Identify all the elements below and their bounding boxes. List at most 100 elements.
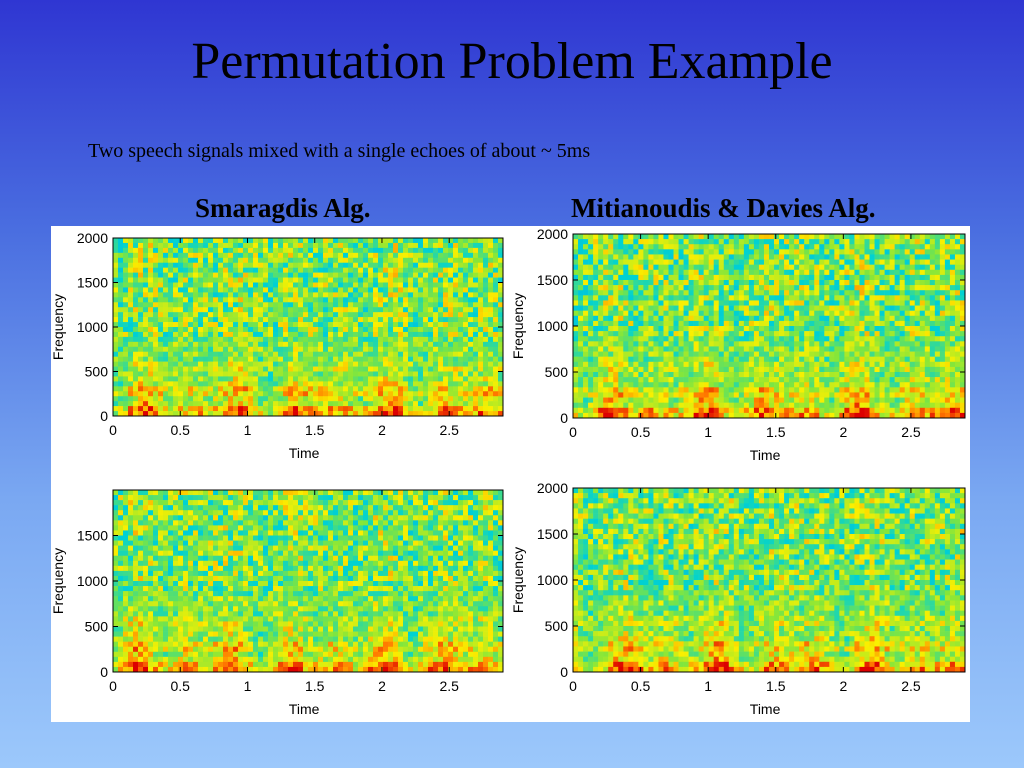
spectrogram-cell [273,341,279,348]
spectrogram-cell [673,280,679,286]
spectrogram-cell [113,257,119,264]
spectrogram-cell [829,259,835,265]
spectrogram-cell [869,234,875,240]
spectrogram-cell [198,331,204,338]
spectrogram-cell [133,327,139,333]
spectrogram-cell [378,297,384,303]
spectrogram-cell [323,376,329,382]
spectrogram-cell [378,356,384,362]
spectrogram-cell [128,361,134,367]
spectrogram-cell [203,401,209,407]
spectrogram-cell [303,257,309,264]
spectrogram-cell [723,254,730,260]
spectrogram-cell [213,302,219,308]
spectrogram-cell [433,341,439,348]
spectrogram-cell [413,361,419,367]
spectrogram-cell [638,341,644,347]
spectrogram-cell [273,322,279,328]
spectrogram-cell [879,356,885,363]
spectrogram-cell [939,249,946,255]
spectrogram-cell [824,300,830,306]
spectrogram-cell [864,315,870,322]
spectrogram-cell [929,361,936,368]
spectrogram-cell [183,317,189,323]
spectrogram-cell [884,366,890,373]
spectrogram-cell [698,315,704,322]
spectrogram-cell [488,327,494,333]
spectrogram-cell [643,264,649,271]
spectrogram-cell [168,381,174,387]
spectrogram-cell [398,331,404,338]
spectrogram-cell [608,346,614,352]
spectrogram-cell [959,356,966,363]
spectrogram-cell [483,267,489,273]
spectrogram-cell [163,411,169,417]
spectrogram-cell [874,331,880,337]
spectrogram-cell [648,346,654,352]
spectrogram-cell [318,322,324,328]
spectrogram-cell [784,244,790,250]
spectrogram-cell [288,376,294,382]
spectrogram-cell [283,396,289,402]
spectrogram-cell [598,351,604,357]
spectrogram-cell [183,247,189,254]
spectrogram-cell [864,305,870,311]
spectrogram-cell [879,239,885,245]
spectrogram-cell [653,290,659,296]
spectrogram-cell [143,366,149,372]
spectrogram-cell [623,361,629,368]
spectrogram-cell [593,336,599,342]
spectrogram-cell [348,277,354,283]
spectrogram-cell [478,282,484,288]
spectrogram-cell [944,320,951,327]
spectrogram-cell [263,376,269,382]
spectrogram-cell [648,239,654,245]
spectrogram-cell [598,372,604,378]
spectrogram-cell [593,269,599,276]
spectrogram-cell [273,361,279,367]
spectrogram-cell [473,242,479,249]
spectrogram-cell [949,259,956,265]
spectrogram-cell [799,315,805,322]
spectrogram-cell [393,272,399,278]
spectrogram-cell [493,277,499,283]
spectrogram-cell [388,336,394,343]
spectrogram-cell [373,317,379,323]
spectrogram-cell [683,356,689,363]
spectrogram-cell [378,346,384,353]
spectrogram-cell [218,366,224,372]
spectrogram-cell [794,234,800,240]
spectrogram-cell [498,262,504,268]
spectrogram-cell [673,305,679,311]
spectrogram-cell [188,317,194,323]
spectrogram-cell [959,290,966,296]
spectrogram-cell [378,351,384,357]
spectrogram-cell [448,386,454,392]
spectrogram-cell [328,371,334,377]
x-tick-label: 0.5 [171,422,191,438]
spectrogram-cell [884,244,890,250]
spectrogram-cell [618,244,624,250]
spectrogram-cell [718,254,725,260]
spectrogram-cell [268,252,274,259]
spectrogram-cell [478,247,484,254]
spectrogram-cell [453,302,459,308]
spectrogram-cell [488,396,494,402]
spectrogram-cell [158,267,164,273]
spectrogram-cell [373,322,379,328]
spectrogram-cell [723,326,730,332]
spectrogram-cell [668,274,674,281]
spectrogram-cell [784,290,790,296]
spectrogram-cell [453,401,459,407]
spectrogram-cell [328,297,334,303]
spectrogram-cell [869,351,875,357]
spectrogram-cell [804,351,810,357]
spectrogram-cell [228,366,234,372]
spectrogram-cell [153,287,159,293]
spectrogram-cell [443,242,449,249]
spectrogram-cell [578,234,584,240]
spectrogram-cell [914,361,921,368]
spectrogram-cell [859,249,865,255]
spectrogram-cell [859,341,865,347]
spectrogram-cell [643,331,649,337]
